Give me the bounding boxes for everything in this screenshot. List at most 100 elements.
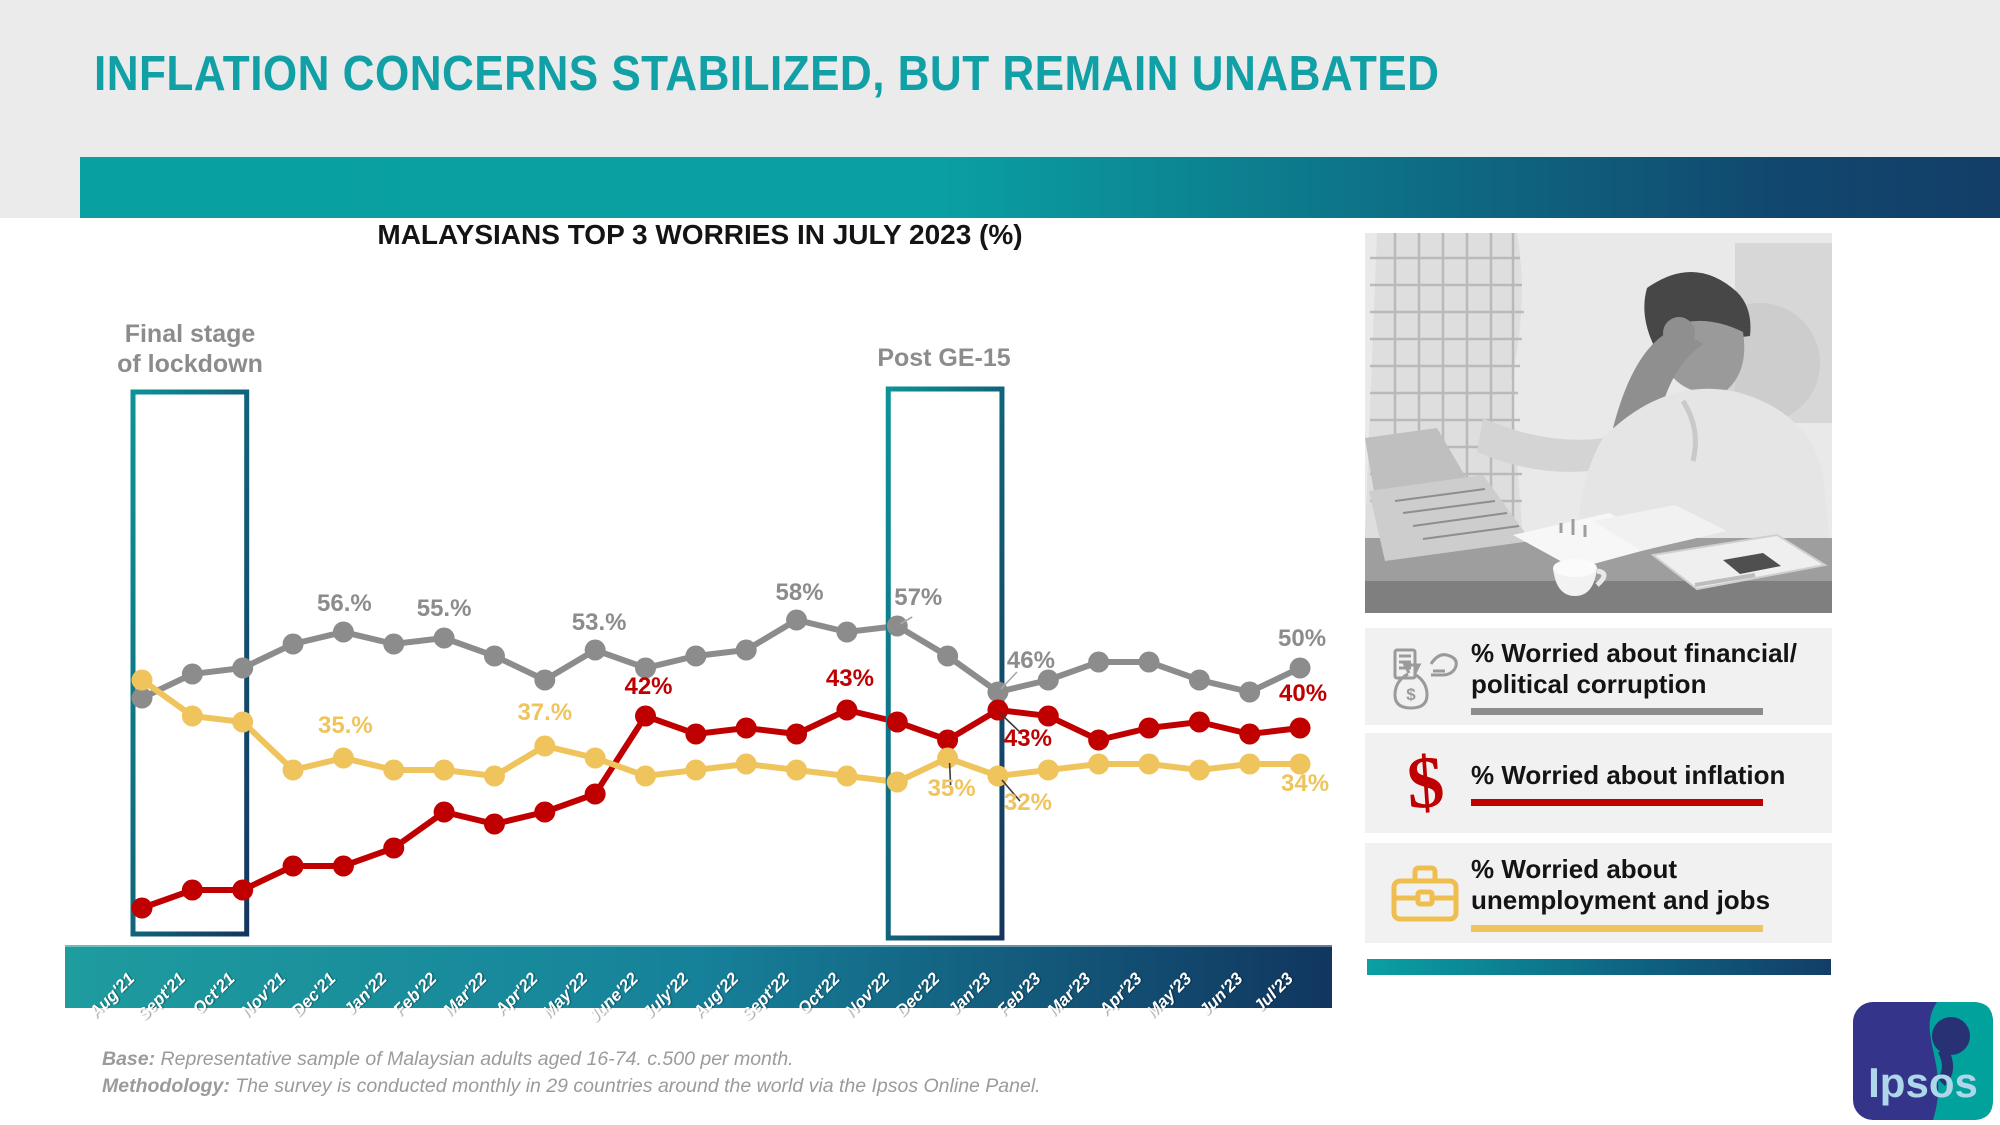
data-label: 57% <box>894 584 942 611</box>
data-point <box>635 705 656 727</box>
x-axis-label: Aug'22 <box>689 968 743 1022</box>
data-label: 43% <box>1004 725 1052 752</box>
data-point <box>332 747 354 769</box>
x-axis-label: Dec'22 <box>892 968 944 1021</box>
footnote-methodology: Methodology: The survey is conducted mon… <box>102 1075 1041 1098</box>
data-point <box>786 723 808 745</box>
legend-item-corruption: $ % Worried about financial/ political c… <box>1365 628 1832 725</box>
data-point <box>937 645 959 667</box>
legend-underline-yellow <box>1471 924 1763 932</box>
data-point <box>937 747 959 769</box>
data-label: 58% <box>776 579 824 606</box>
x-axis-label: Jun'23 <box>1195 968 1247 1020</box>
x-axis-label: May'22 <box>538 968 592 1022</box>
data-point <box>685 645 707 667</box>
data-point <box>1239 723 1261 745</box>
data-point <box>635 657 656 679</box>
data-label: 53.% <box>572 609 627 636</box>
legend-underline-gray <box>1471 708 1763 716</box>
data-point <box>282 633 304 655</box>
data-point <box>232 711 254 733</box>
x-axis-label: Nov'21 <box>237 968 290 1022</box>
annotation-final-stage-of-lockdown: Final stage of lockdown <box>117 320 263 378</box>
x-axis-label: Sept'22 <box>737 968 793 1025</box>
data-point <box>1239 681 1261 703</box>
data-point <box>886 771 908 793</box>
data-label: 56.% <box>317 590 372 617</box>
label-callout-line <box>1000 671 1018 690</box>
data-point <box>1289 717 1311 739</box>
header-gradient-bar <box>80 157 2000 218</box>
data-point <box>1188 669 1210 691</box>
clipboard-and-phone <box>1650 533 1828 591</box>
annotation-post-ge15: Post GE-15 <box>877 344 1011 372</box>
data-point <box>282 759 304 781</box>
annotation-box <box>885 386 1005 941</box>
x-axis-label: Jan'22 <box>339 968 391 1020</box>
data-point <box>1289 657 1311 679</box>
coffee-cup <box>1553 559 1607 596</box>
data-point <box>433 759 455 781</box>
data-point <box>836 699 858 721</box>
data-point <box>483 765 505 787</box>
x-axis-label: Jan'23 <box>943 968 995 1020</box>
data-point <box>181 705 203 727</box>
x-axis-label: Oct'21 <box>189 968 240 1019</box>
data-point <box>1188 759 1210 781</box>
data-point <box>332 621 354 643</box>
annotation-box <box>130 389 250 937</box>
data-point <box>1088 651 1110 673</box>
chart-title: MALAYSIANS TOP 3 WORRIES IN JULY 2023 (%… <box>377 219 1023 250</box>
data-point <box>735 639 757 661</box>
data-label: 46% <box>1007 647 1055 674</box>
data-point <box>534 801 556 823</box>
data-point <box>937 729 959 751</box>
data-point <box>836 765 858 787</box>
line-series-0 <box>140 616 1302 701</box>
x-axis-band: Aug'21 Sept'21 Oct'21 Nov'21 Dec'21 Jan'22 Feb… <box>65 945 1332 1027</box>
worries-line-chart: 56.% 55.% 53.% 58% 57% 46% 50% 42% 43% 43% 40% 35.%… <box>130 386 1329 941</box>
data-point <box>232 879 254 901</box>
data-point <box>282 855 304 877</box>
data-point <box>131 897 153 919</box>
legend-label: % Worried about financial/ political cor… <box>1471 637 1798 699</box>
data-point <box>1239 753 1261 775</box>
data-point <box>181 879 203 901</box>
legend-gradient-bar <box>1367 959 1831 975</box>
line-series-1 <box>140 706 1301 911</box>
data-label: 34% <box>1281 770 1329 797</box>
data-point <box>786 759 808 781</box>
data-point <box>232 657 254 679</box>
data-point <box>131 687 153 709</box>
data-point <box>735 717 757 739</box>
data-point <box>1138 717 1160 739</box>
data-point <box>685 723 707 745</box>
data-label: 50% <box>1278 625 1326 652</box>
data-point <box>1037 669 1059 691</box>
data-point <box>584 783 606 805</box>
data-point <box>635 765 656 787</box>
data-point <box>383 633 405 655</box>
data-point <box>735 753 757 775</box>
x-axis-label: Apr'23 <box>1094 968 1146 1020</box>
data-point <box>584 747 606 769</box>
x-axis-label: Sept'21 <box>133 968 189 1025</box>
data-label: 42% <box>624 673 672 700</box>
legend-label: % Worried about inflation <box>1471 759 1786 790</box>
data-point <box>383 837 405 859</box>
label-callout-line <box>948 762 952 786</box>
legend-label: % Worried about unemployment and jobs <box>1471 854 1771 915</box>
x-axis-label: July'22 <box>638 968 693 1023</box>
footnote-base: Base: Representative sample of Malaysian… <box>102 1048 794 1070</box>
x-axis-label: Apr'22 <box>490 968 542 1020</box>
data-point <box>584 639 606 661</box>
data-label: 40% <box>1279 680 1327 707</box>
x-axis-label: Aug'21 <box>85 968 139 1022</box>
data-point <box>1138 753 1160 775</box>
data-point <box>786 609 808 631</box>
label-callout-line <box>1001 779 1021 802</box>
ipsos-logo: Ipsos <box>1853 1002 1993 1120</box>
data-point <box>332 855 354 877</box>
data-point <box>685 759 707 781</box>
